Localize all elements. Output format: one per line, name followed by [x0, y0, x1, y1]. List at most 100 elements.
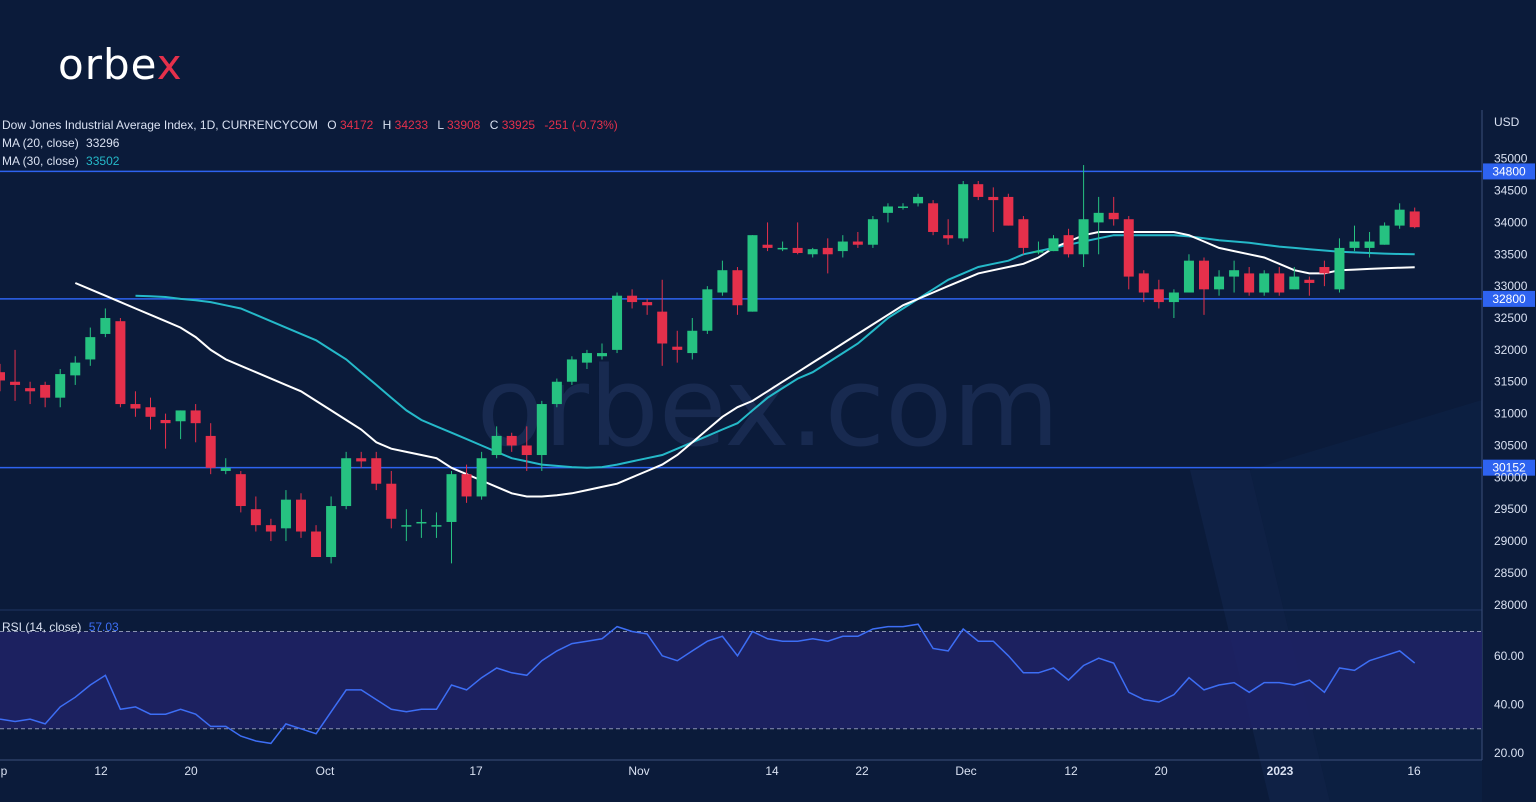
candle — [55, 369, 66, 408]
candle — [416, 509, 427, 538]
candle-body — [807, 249, 818, 255]
candle-body — [416, 521, 427, 524]
price-legend: Dow Jones Industrial Average Index, 1D, … — [2, 118, 618, 132]
candle — [581, 349, 592, 369]
candle — [1003, 193, 1014, 226]
candle — [1259, 270, 1270, 296]
candle-body — [777, 247, 788, 250]
candle-body — [341, 458, 352, 507]
candle — [551, 378, 562, 408]
price-tick-label: 28500 — [1494, 566, 1528, 580]
candle — [371, 451, 382, 491]
candle — [1274, 267, 1285, 296]
time-tick-label: 17 — [469, 764, 483, 778]
candle — [1229, 260, 1240, 293]
candle-body — [1183, 260, 1194, 293]
candle-body — [1108, 212, 1119, 220]
price-tick-label: 30000 — [1494, 470, 1528, 484]
candle-body — [100, 318, 111, 334]
price-tick-label: 28000 — [1494, 598, 1528, 612]
candle — [958, 180, 969, 242]
candle — [70, 356, 81, 385]
candle — [115, 318, 126, 408]
ma20-line — [74, 231, 1415, 498]
candle — [506, 432, 517, 452]
candle-body — [1078, 219, 1089, 255]
candle — [867, 216, 878, 248]
ma30-label: MA (30, close) — [2, 154, 79, 168]
candle — [491, 426, 502, 459]
candle — [732, 267, 743, 315]
price-tick-label: 33500 — [1494, 247, 1528, 261]
candle-body — [1048, 238, 1059, 252]
candle-body — [1093, 212, 1104, 223]
price-tick-label: 31500 — [1494, 375, 1528, 389]
candle — [0, 363, 5, 392]
candle-body — [1244, 273, 1255, 293]
time-tick-label: Nov — [628, 764, 649, 778]
candle — [250, 496, 261, 532]
candle-body — [1229, 270, 1240, 277]
ma30-line — [135, 234, 1415, 469]
candle-body — [296, 499, 306, 532]
candle-body — [506, 435, 517, 446]
candle-body — [461, 474, 472, 497]
candle-body — [326, 506, 337, 558]
ma20-value: 33296 — [86, 136, 120, 150]
candle — [1093, 196, 1104, 255]
candle — [446, 470, 457, 564]
candle-body — [431, 525, 442, 527]
candle — [341, 451, 352, 510]
candle-body — [145, 407, 156, 417]
level-badge — [1483, 290, 1535, 307]
candle — [1048, 235, 1059, 252]
candle-body — [822, 247, 833, 255]
candle — [597, 343, 607, 360]
candle-body — [1319, 267, 1330, 274]
candle-body — [988, 196, 999, 201]
candle — [160, 413, 171, 449]
candle — [627, 289, 638, 309]
change-value: -251 (-0.73%) — [544, 118, 618, 132]
ma20-legend: MA (20, close) 33296 — [2, 136, 119, 150]
level-badge — [1483, 163, 1535, 180]
candle — [205, 423, 216, 475]
candle-body — [1259, 273, 1270, 293]
candle-body — [10, 381, 21, 385]
price-tick-label: 32500 — [1494, 311, 1528, 325]
candle — [943, 219, 954, 245]
candle-body — [867, 219, 878, 245]
candle — [837, 235, 848, 258]
candle-body — [1199, 260, 1209, 290]
candle — [1063, 228, 1074, 258]
candle-body — [0, 372, 5, 381]
time-tick-label: 2023 — [1267, 764, 1294, 778]
candle — [356, 451, 367, 468]
rsi-value: 57.03 — [88, 620, 119, 634]
candle — [401, 509, 412, 542]
candle — [913, 193, 924, 207]
candle — [1319, 260, 1330, 287]
rsi-label: RSI (14, close) — [2, 620, 82, 634]
candle — [822, 238, 833, 274]
candle-body — [386, 483, 397, 519]
candle — [265, 518, 276, 542]
candle-body — [597, 353, 607, 357]
candle-body — [356, 458, 367, 462]
candle — [702, 286, 713, 334]
candle-body — [1123, 219, 1134, 277]
time-tick-label: 20 — [184, 764, 198, 778]
price-tick-label: 29500 — [1494, 502, 1528, 516]
candle-body — [627, 295, 638, 303]
candle-body — [401, 525, 412, 527]
candle-body — [913, 196, 924, 204]
candle — [25, 381, 36, 405]
candle-body — [642, 302, 653, 306]
candle-body — [898, 206, 908, 208]
candle — [566, 356, 577, 385]
rsi-tick-label: 20.00 — [1494, 746, 1524, 760]
candle — [1033, 241, 1044, 255]
orbex-logo: orbex — [58, 40, 183, 89]
candle-body — [792, 247, 803, 254]
